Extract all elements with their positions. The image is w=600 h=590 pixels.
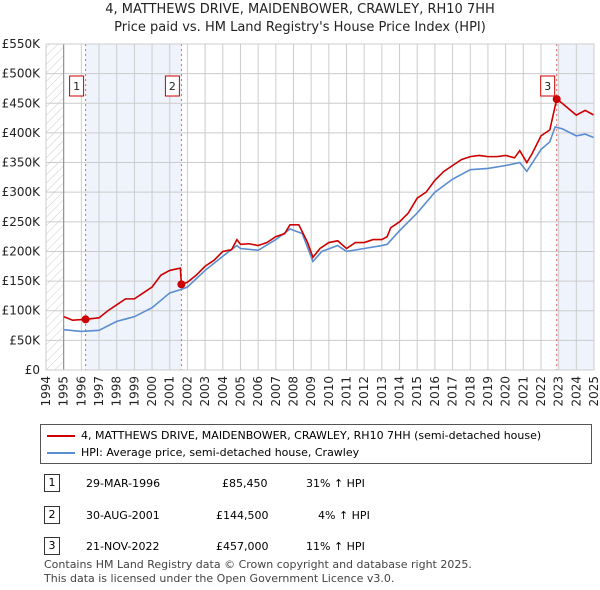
y-tick-label: £350K [2,156,42,170]
transaction-row: 1 29-MAR-1996 £85,450 31% ↑ HPI [44,474,564,494]
x-tick-label: 2002 [180,376,194,407]
transaction-price: £457,000 [216,540,269,553]
y-tick-label: £150K [2,274,42,288]
x-tick-label: 1994 [39,376,53,407]
transaction-date: 29-MAR-1996 [86,477,161,490]
x-tick-label: 2019 [481,376,495,407]
y-tick-label: £200K [2,244,42,258]
x-tick-label: 2015 [410,376,424,407]
x-tick-label: 2016 [428,376,442,407]
x-tick-label: 2008 [286,376,300,407]
x-tick-label: 2006 [251,376,265,407]
sale-point [177,280,186,289]
x-tick-label: 2022 [534,376,548,407]
x-tick-label: 1997 [92,376,106,407]
x-tick-label: 1996 [74,376,88,407]
transaction-hpi: 4% ↑ HPI [318,509,370,522]
transaction-price: £144,500 [216,509,269,522]
footer-license: This data is licensed under the Open Gov… [44,572,395,585]
sale-label-box [164,75,180,97]
transaction-hpi: 11% ↑ HPI [306,540,365,553]
x-tick-label: 2001 [163,376,177,407]
footer: Contains HM Land Registry data © Crown c… [44,558,472,586]
y-tick-label: £100K [2,304,42,318]
y-tick-label: £250K [2,215,42,229]
x-tick-label: 2000 [145,376,159,407]
x-tick-label: 1998 [110,376,124,407]
x-tick-label: 1995 [57,376,71,407]
y-tick-label: £450K [2,96,42,110]
y-tick-label: £50K [9,333,41,347]
sale-point [552,95,561,104]
x-tick-label: 2024 [569,376,583,407]
x-tick-label: 2005 [233,376,247,407]
x-tick-label: 2014 [393,376,407,407]
y-tick-label: £400K [2,126,42,140]
x-tick-label: 2025 [587,376,600,407]
x-tick-label: 2003 [198,376,212,407]
chart-subtitle: Price paid vs. HM Land Registry's House … [114,20,486,35]
shaded-period [556,44,594,370]
transaction-number: 3 [44,537,60,555]
y-tick-label: £0 [25,363,40,377]
transaction-number: 1 [44,474,60,492]
x-tick-label: 2011 [340,376,354,407]
x-tick-label: 2023 [552,376,566,407]
x-tick-label: 2017 [446,376,460,407]
x-tick-label: 2007 [269,376,283,407]
series-line [63,126,595,333]
footer-copyright: Contains HM Land Registry data © Crown c… [44,558,472,571]
sale-label: 1 [73,80,80,93]
x-tick-label: 2010 [322,376,336,407]
x-tick-label: 2013 [375,376,389,407]
x-tick-label: 1999 [127,376,141,407]
transaction-date: 21-NOV-2022 [86,540,160,553]
transaction-hpi: 31% ↑ HPI [306,477,365,490]
transaction-row: 3 21-NOV-2022 £457,000 11% ↑ HPI [44,537,564,557]
sale-point [81,315,90,324]
y-tick-label: £550K [2,37,42,51]
legend-blue-line [47,452,75,454]
legend-label-property: 4, MATTHEWS DRIVE, MAIDENBOWER, CRAWLEY,… [81,429,542,442]
x-tick-label: 2018 [463,376,477,407]
sale-label: 3 [544,80,551,93]
sale-label-box [540,75,556,97]
transaction-date: 30-AUG-2001 [86,509,160,522]
x-tick-label: 2004 [216,376,230,407]
sale-label: 2 [169,80,176,93]
sale-label-box [69,75,85,97]
series-line [63,97,595,322]
x-tick-label: 2021 [516,376,530,407]
transaction-price: £85,450 [222,477,268,490]
legend-red-line [47,435,75,437]
plot-border [45,43,595,371]
transaction-row: 2 30-AUG-2001 £144,500 4% ↑ HPI [44,506,564,526]
y-tick-label: £300K [2,185,42,199]
x-tick-label: 2020 [499,376,513,407]
transaction-number: 2 [44,506,60,524]
legend: 4, MATTHEWS DRIVE, MAIDENBOWER, CRAWLEY,… [40,424,592,464]
pre-data-hatch [46,44,64,370]
x-tick-label: 2012 [357,376,371,407]
x-tick-label: 2009 [304,376,318,407]
chart-title: 4, MATTHEWS DRIVE, MAIDENBOWER, CRAWLEY,… [105,2,495,17]
price-chart: 1994 1995 1996 1997 1998 1999 2000 2001 2002 2003… [2,37,600,407]
y-tick-label: £500K [2,67,42,81]
legend-label-hpi: HPI: Average price, semi-detached house,… [81,446,360,459]
